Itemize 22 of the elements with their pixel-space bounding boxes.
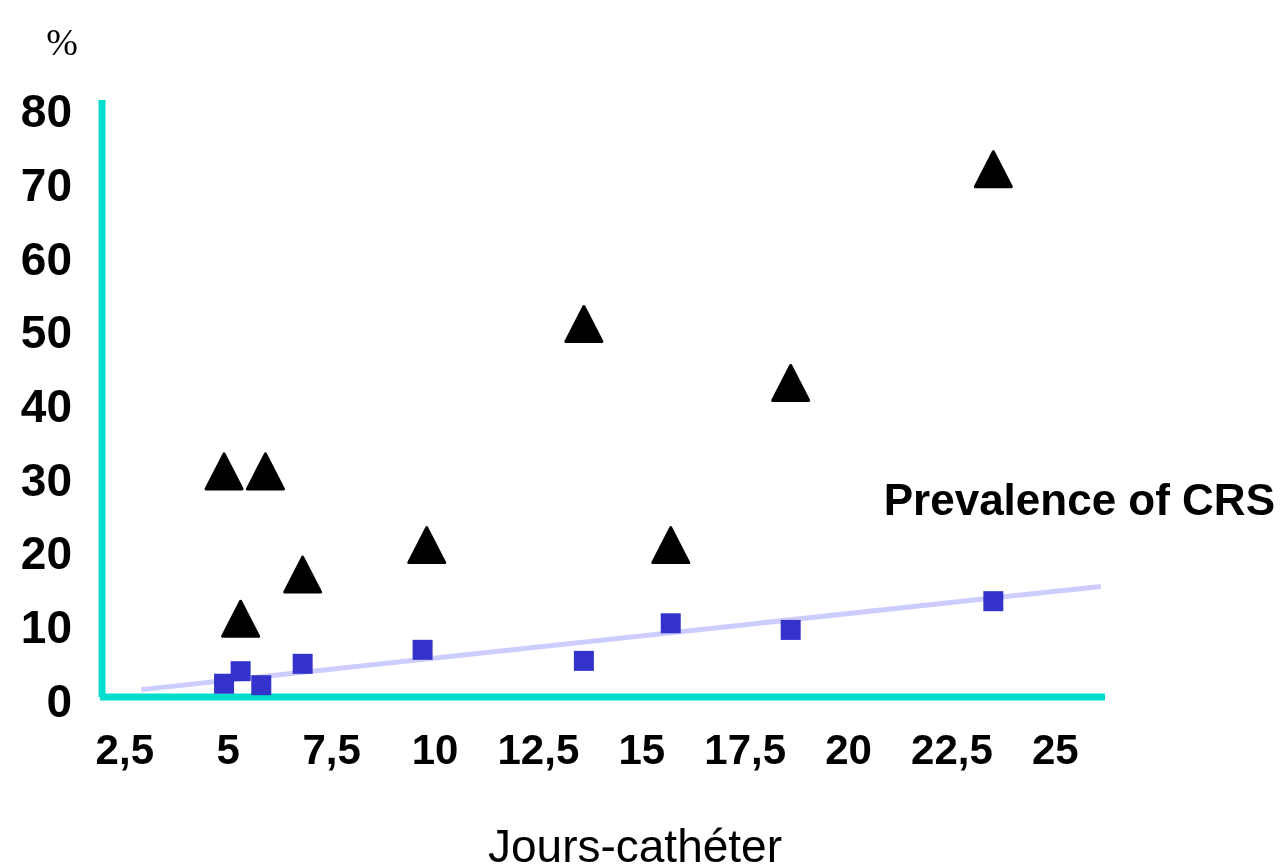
y-tick-label: 30 [20, 453, 72, 506]
x-tick-label: 5 [216, 726, 240, 773]
y-tick-label: 70 [20, 158, 72, 211]
x-tick-label: 7,5 [302, 726, 361, 773]
x-axis-title: Jours-cathéter [487, 820, 783, 868]
x-tick-label: 20 [825, 726, 872, 773]
y-tick-label: 40 [20, 379, 72, 432]
y-tick-label: 20 [20, 527, 72, 580]
y-tick-label: 10 [20, 601, 72, 654]
annotation: Prevalence of CRS [883, 475, 1275, 524]
y-tick-label: 60 [20, 232, 72, 285]
x-tick-label: 17,5 [704, 726, 787, 773]
x-tick-label: 2,5 [95, 726, 155, 773]
x-tick-label: 15 [618, 726, 666, 773]
y-tick-label: 0 [46, 674, 72, 727]
x-tick-label: 12,5 [497, 726, 580, 773]
y-axis-title: % [46, 21, 78, 63]
x-tick-label: 10 [411, 726, 459, 773]
x-tick-label: 22,5 [911, 726, 993, 773]
y-tick-label: 80 [20, 85, 72, 138]
y-tick-label: 50 [20, 306, 72, 359]
x-tick-label: 25 [1032, 726, 1079, 773]
